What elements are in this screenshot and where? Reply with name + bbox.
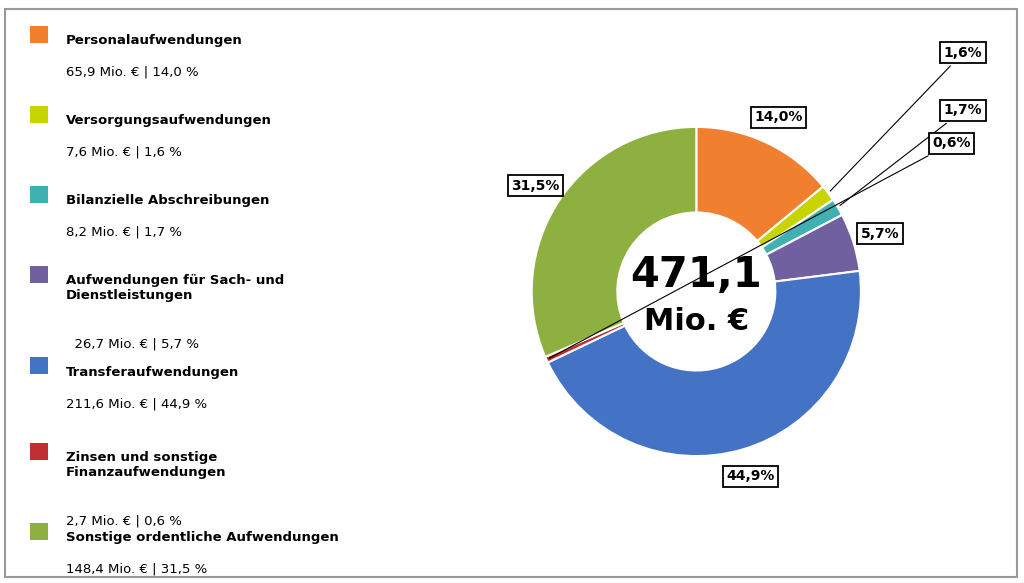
Text: 8,2 Mio. € | 1,7 %: 8,2 Mio. € | 1,7 % xyxy=(67,226,182,239)
Text: Aufwendungen für Sach- und
Dienstleistungen: Aufwendungen für Sach- und Dienstleistun… xyxy=(67,275,285,303)
Text: Versorgungsaufwendungen: Versorgungsaufwendungen xyxy=(67,114,272,127)
Wedge shape xyxy=(548,271,861,456)
Text: 1,7%: 1,7% xyxy=(840,103,982,206)
Wedge shape xyxy=(545,323,625,363)
Text: 471,1: 471,1 xyxy=(631,254,762,296)
Text: 26,7 Mio. € | 5,7 %: 26,7 Mio. € | 5,7 % xyxy=(67,337,199,350)
Text: 1,6%: 1,6% xyxy=(830,46,982,191)
Text: 0,6%: 0,6% xyxy=(549,136,971,359)
FancyBboxPatch shape xyxy=(31,106,48,123)
Wedge shape xyxy=(762,200,842,255)
Text: 7,6 Mio. € | 1,6 %: 7,6 Mio. € | 1,6 % xyxy=(67,146,182,159)
Text: 44,9%: 44,9% xyxy=(726,469,775,483)
Wedge shape xyxy=(531,127,696,357)
Wedge shape xyxy=(757,187,834,248)
Text: Zinsen und sonstige
Finanzaufwendungen: Zinsen und sonstige Finanzaufwendungen xyxy=(67,451,226,479)
Text: Transferaufwendungen: Transferaufwendungen xyxy=(67,366,240,379)
Text: 5,7%: 5,7% xyxy=(861,227,899,241)
Text: 31,5%: 31,5% xyxy=(511,179,559,193)
Text: 211,6 Mio. € | 44,9 %: 211,6 Mio. € | 44,9 % xyxy=(67,397,207,410)
Text: 65,9 Mio. € | 14,0 %: 65,9 Mio. € | 14,0 % xyxy=(67,66,199,79)
Text: 14,0%: 14,0% xyxy=(754,110,803,124)
FancyBboxPatch shape xyxy=(31,186,48,203)
Wedge shape xyxy=(766,215,859,282)
FancyBboxPatch shape xyxy=(31,523,48,540)
Wedge shape xyxy=(696,127,823,241)
Text: 2,7 Mio. € | 0,6 %: 2,7 Mio. € | 0,6 % xyxy=(67,514,182,527)
FancyBboxPatch shape xyxy=(31,26,48,43)
Text: 148,4 Mio. € | 31,5 %: 148,4 Mio. € | 31,5 % xyxy=(67,563,208,576)
Text: Mio. €: Mio. € xyxy=(644,307,749,336)
Text: Bilanzielle Abschreibungen: Bilanzielle Abschreibungen xyxy=(67,194,269,208)
FancyBboxPatch shape xyxy=(31,357,48,374)
FancyBboxPatch shape xyxy=(31,443,48,460)
Text: Sonstige ordentliche Aufwendungen: Sonstige ordentliche Aufwendungen xyxy=(67,532,339,545)
FancyBboxPatch shape xyxy=(31,266,48,283)
Text: Personalaufwendungen: Personalaufwendungen xyxy=(67,34,243,47)
